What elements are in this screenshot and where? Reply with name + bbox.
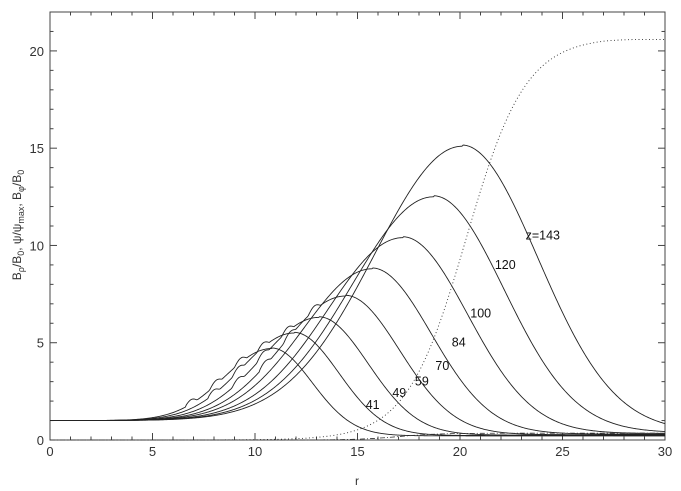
bphi-dashdot-curve <box>50 432 665 441</box>
y-tick-label: 20 <box>30 44 44 59</box>
series-line-z70 <box>50 294 665 436</box>
curve-label-z143: z=143 <box>526 229 560 243</box>
curve-label-z41: 41 <box>366 398 380 412</box>
y-tick-label: 10 <box>30 238 44 253</box>
y-tick-label: 0 <box>37 433 44 448</box>
series-line-z120 <box>50 195 666 432</box>
x-tick-label: 5 <box>149 444 156 459</box>
series-line-z84 <box>50 267 665 435</box>
x-axis-ticks: 0 5 10 15 20 25 30 <box>46 12 672 459</box>
y-axis-ticks: 0 5 10 15 20 <box>30 30 665 448</box>
x-tick-label: 30 <box>658 444 672 459</box>
x-axis-label: r <box>355 474 359 488</box>
x-tick-label: 0 <box>46 444 53 459</box>
x-tick-label: 10 <box>248 444 262 459</box>
series-line-z100 <box>50 236 665 434</box>
curve-label-z49: 49 <box>392 386 406 400</box>
series-line-z143 <box>50 144 666 425</box>
x-tick-label: 20 <box>453 444 467 459</box>
plot-frame <box>49 11 666 441</box>
plot-border <box>49 11 666 441</box>
y-axis-label: Bρ/B0, ψ/ψmax, Bφ/B0 <box>10 170 26 281</box>
curves <box>50 38 666 441</box>
series-line-z59 <box>50 316 665 436</box>
series-line-z41 <box>50 347 665 437</box>
curve-label-z70: 70 <box>435 359 449 373</box>
y-tick-label: 15 <box>30 141 44 156</box>
curve-label-z120: 120 <box>495 258 516 272</box>
psi-dotted-curve <box>50 38 666 441</box>
x-tick-label: 25 <box>555 444 569 459</box>
x-tick-label: 15 <box>350 444 364 459</box>
curve-label-z59: 59 <box>415 375 429 389</box>
curve-label-z100: 100 <box>470 306 491 320</box>
curve-label-z84: 84 <box>452 336 466 350</box>
y-tick-label: 5 <box>37 336 44 351</box>
